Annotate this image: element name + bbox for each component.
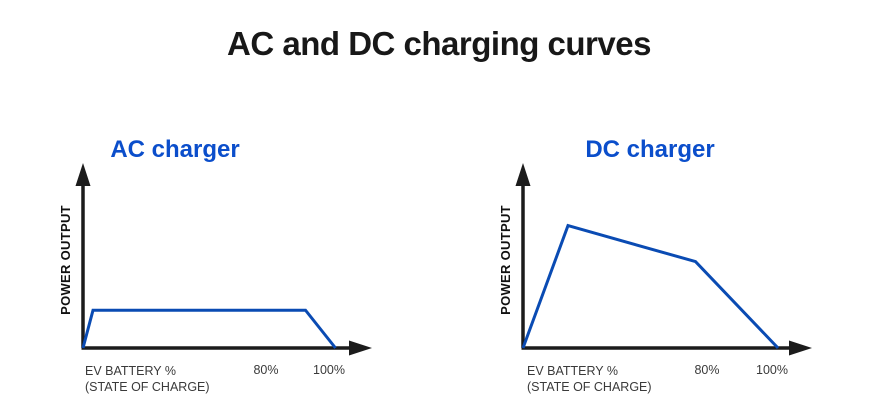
dc-chart-title: DC charger: [585, 136, 715, 163]
ac-plot-area: [75, 163, 372, 356]
x-axis-label-line1: EV BATTERY %: [85, 364, 177, 378]
x-axis-arrow-icon: [789, 340, 812, 356]
x-tick-labels: 80% 100%: [55, 363, 395, 379]
x-tick-label: 80%: [694, 363, 720, 377]
page-title: AC and DC charging curves: [227, 25, 651, 62]
charging-curve: [521, 223, 780, 350]
x-axis-label-line2: (STATE OF CHARGE): [85, 380, 210, 394]
x-tick-label: 80%: [253, 363, 279, 377]
x-axis-label-line1: EV BATTERY %: [527, 364, 619, 378]
x-axis-arrow-icon: [349, 340, 372, 356]
x-tick-label: 100%: [313, 363, 345, 377]
x-tick-label: 100%: [756, 363, 788, 377]
x-axis-label: EV BATTERY % (STATE OF CHARGE): [527, 363, 652, 395]
y-axis-arrow-icon: [75, 163, 91, 186]
x-axis-label-line2: (STATE OF CHARGE): [527, 380, 652, 394]
ac-chart-title: AC charger: [110, 136, 240, 163]
dc-plot-area: [515, 163, 812, 356]
y-axis-arrow-icon: [515, 163, 531, 186]
x-axis-label: EV BATTERY % (STATE OF CHARGE): [85, 363, 210, 395]
dc-charger-chart: DC charger POWER OUTPUT 80% 100% EV BATTE…: [495, 135, 835, 405]
x-tick-labels: 80% 100%: [495, 363, 835, 379]
ac-charger-chart: AC charger POWER OUTPUT 80% 100% EV BATTE…: [55, 135, 395, 405]
charging-curve: [81, 308, 337, 349]
